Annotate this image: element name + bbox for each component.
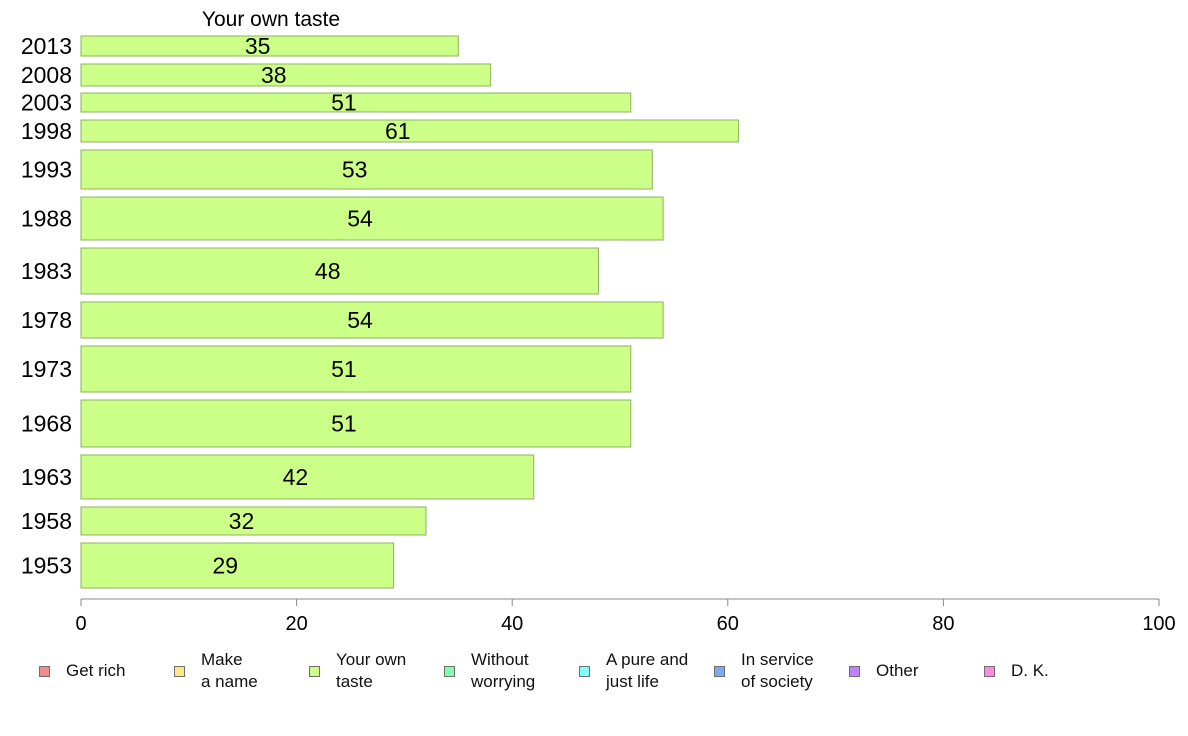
- category-label-1978: 1978: [21, 307, 72, 333]
- category-label-1998: 1998: [21, 118, 72, 144]
- x-tick-label-20: 20: [285, 613, 307, 635]
- legend-label: Your own taste: [336, 650, 407, 691]
- bar-chart: Your own taste 35 2013 38 2008 51 2003 61 1998 5…: [21, 8, 1176, 635]
- data-label-1988: 54: [347, 206, 373, 232]
- legend-swatch: [174, 665, 185, 677]
- legend-label: A pure and just life: [606, 650, 689, 691]
- bar-2008: [80, 63, 492, 87]
- bars-layer: 35 2013 38 2008 51 2003 61 1998 53 1993 54 1988 48 19…: [21, 33, 740, 589]
- category-label-1953: 1953: [21, 553, 72, 579]
- category-label-1988: 1988: [21, 206, 72, 232]
- x-tick-label-0: 0: [75, 613, 86, 635]
- bar-1973: [80, 345, 632, 393]
- legend: Get rich Make a name Your own taste Without…: [0, 646, 1188, 706]
- data-label-1953: 29: [213, 553, 239, 579]
- data-label-1978: 54: [347, 307, 373, 333]
- bar-1983: [80, 247, 599, 295]
- legend-item: Make a name: [174, 646, 258, 696]
- chart-title: Your own taste: [202, 8, 340, 31]
- legend-item: Get rich: [39, 646, 126, 696]
- category-label-2008: 2008: [21, 62, 72, 88]
- legend-item: Without worrying: [444, 646, 535, 696]
- legend-label: Get rich: [66, 661, 126, 680]
- x-tick-label-100: 100: [1142, 613, 1175, 635]
- category-label-1958: 1958: [21, 508, 72, 534]
- bar-1958: [80, 506, 427, 536]
- bar-1968: [80, 399, 632, 448]
- bar-1998: [80, 119, 740, 143]
- legend-swatch: [714, 665, 725, 677]
- category-label-2013: 2013: [21, 33, 72, 59]
- x-tick-label-40: 40: [501, 613, 523, 635]
- data-label-2013: 35: [245, 33, 271, 59]
- data-label-1958: 32: [229, 508, 255, 534]
- legend-label: Without worrying: [471, 650, 536, 691]
- data-label-1963: 42: [283, 464, 309, 490]
- legend-item: In service of society: [714, 646, 814, 696]
- data-label-1998: 61: [385, 118, 411, 144]
- category-label-2003: 2003: [21, 90, 72, 116]
- data-label-2008: 38: [261, 62, 287, 88]
- data-label-1993: 53: [342, 157, 368, 183]
- data-label-1973: 51: [331, 356, 357, 382]
- legend-swatch: [579, 665, 590, 677]
- legend-item: Your own taste: [309, 646, 406, 696]
- category-label-1968: 1968: [21, 411, 72, 437]
- category-label-1993: 1993: [21, 157, 72, 183]
- data-label-1983: 48: [315, 258, 341, 284]
- legend-label: Make a name: [201, 650, 258, 691]
- legend-item: Other: [849, 646, 919, 696]
- legend-label: Other: [876, 661, 919, 680]
- legend-label: In service of society: [741, 650, 814, 691]
- legend-swatch: [984, 665, 995, 677]
- legend-swatch: [309, 665, 320, 677]
- category-label-1983: 1983: [21, 258, 72, 284]
- x-tick-label-60: 60: [717, 613, 739, 635]
- bar-2003: [80, 92, 632, 113]
- bar-1953: [80, 542, 395, 589]
- bar-2013: [80, 35, 459, 57]
- x-tick-label-80: 80: [932, 613, 954, 635]
- legend-item: A pure and just life: [579, 646, 688, 696]
- bar-1963: [80, 454, 535, 500]
- data-label-2003: 51: [331, 90, 357, 116]
- bar-1993: [80, 149, 653, 190]
- bar-1988: [80, 196, 664, 241]
- category-label-1973: 1973: [21, 356, 72, 382]
- x-axis: 0 20 40 60 80 100: [75, 598, 1176, 635]
- bar-1978: [80, 301, 664, 339]
- data-label-1968: 51: [331, 411, 357, 437]
- legend-label: D. K.: [1011, 661, 1049, 680]
- legend-swatch: [849, 665, 860, 677]
- legend-swatch: [444, 665, 455, 677]
- legend-item: D. K.: [984, 646, 1049, 696]
- legend-swatch: [39, 665, 50, 677]
- category-label-1963: 1963: [21, 464, 72, 490]
